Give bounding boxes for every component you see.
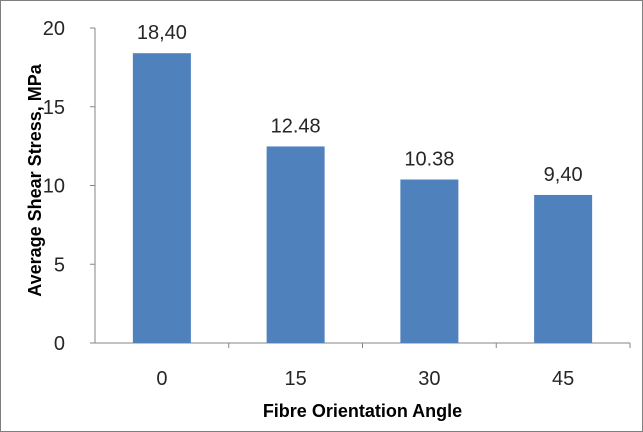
x-tick-label: 30 (418, 368, 440, 390)
bar (534, 194, 593, 343)
plot-area: 0 5 10 15 20 18,40 0 12.48 15 10.38 30 9,40 45 (43, 18, 631, 390)
x-tick-label: 45 (552, 368, 574, 390)
data-label: 18,40 (137, 22, 187, 44)
data-label: 12.48 (271, 115, 321, 137)
x-tick-label: 15 (285, 368, 307, 390)
y-tick-label: 15 (43, 97, 65, 119)
data-label: 9,40 (544, 164, 583, 186)
y-tick-label: 0 (54, 333, 65, 355)
y-tick-label: 5 (54, 254, 65, 276)
y-tick-label: 20 (43, 18, 65, 40)
data-label: 10.38 (404, 149, 454, 171)
bar (400, 179, 459, 343)
y-axis-title: Average Shear Stress, MPa (25, 63, 45, 296)
x-tick-label: 0 (156, 368, 167, 390)
bar (266, 146, 325, 343)
bar (132, 53, 191, 343)
y-axis-title-group: Average Shear Stress, MPa (25, 63, 45, 296)
y-tick-label: 10 (43, 176, 65, 198)
x-axis-title: Fibre Orientation Angle (263, 401, 462, 421)
